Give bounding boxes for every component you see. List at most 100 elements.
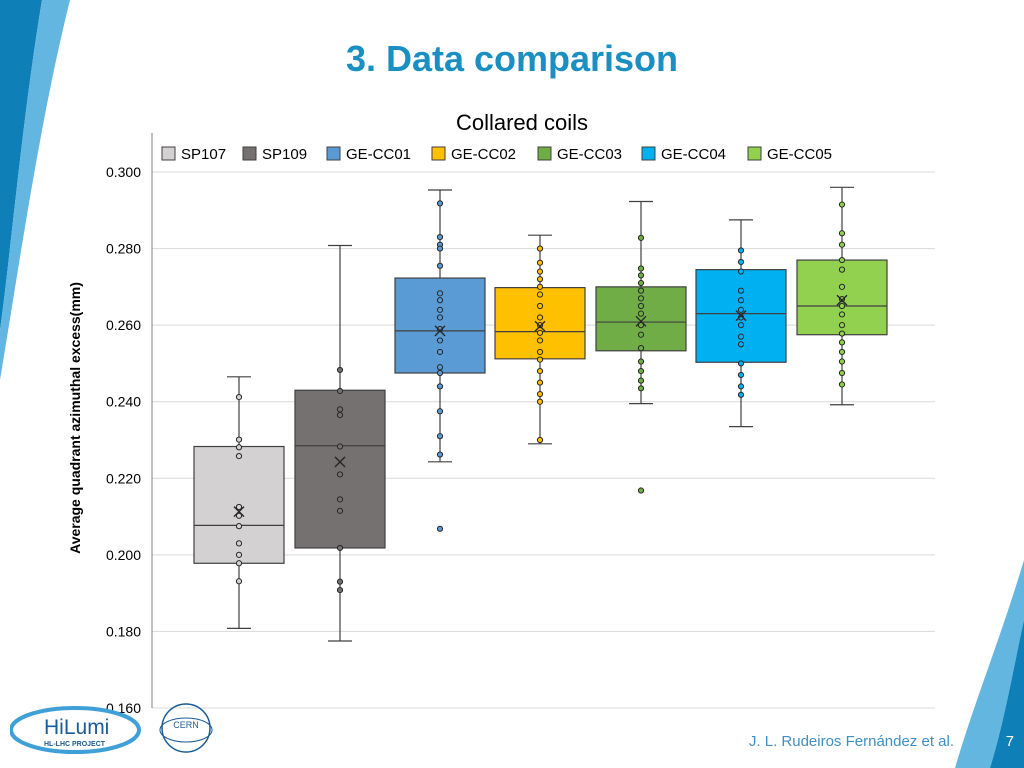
data-point — [235, 394, 243, 401]
data-point — [336, 544, 344, 552]
data-point — [235, 551, 243, 558]
mean-marker — [334, 456, 346, 468]
box-series-ge-cc02 — [494, 234, 586, 445]
legend-label: SP107 — [181, 146, 226, 163]
mean-marker — [836, 294, 848, 306]
data-point — [737, 322, 745, 329]
data-point — [637, 287, 645, 294]
data-point — [536, 314, 544, 321]
data-point — [436, 337, 444, 344]
data-point — [436, 364, 444, 371]
data-point — [637, 295, 645, 302]
chart-title: Collared coils — [456, 110, 588, 135]
data-point — [838, 256, 846, 264]
y-tick-label: 0.180 — [106, 623, 141, 639]
data-point — [737, 391, 745, 398]
right-stripe-light — [955, 560, 1024, 768]
mean-marker — [735, 310, 747, 322]
data-point — [536, 367, 544, 375]
data-point — [637, 302, 645, 310]
cern-logo: CERN — [159, 703, 213, 753]
cern-logo-orbit — [159, 717, 213, 743]
box-series-ge-cc04 — [695, 219, 787, 428]
data-point — [838, 330, 846, 337]
data-point — [838, 230, 846, 237]
data-point — [637, 345, 645, 352]
data-point — [536, 348, 544, 356]
data-point — [637, 279, 645, 287]
data-point — [637, 310, 645, 317]
data-point — [637, 322, 645, 329]
y-tick-label: 0.280 — [106, 241, 141, 257]
legend-swatch — [641, 146, 656, 161]
legend-label: GE-CC01 — [346, 146, 411, 163]
data-point — [536, 436, 544, 444]
data-point — [436, 245, 444, 252]
data-point — [436, 525, 444, 532]
data-point — [336, 471, 344, 478]
legend-swatch — [242, 146, 257, 161]
y-tick-label: 0.260 — [106, 317, 141, 333]
data-point — [436, 369, 444, 377]
data-point — [737, 287, 745, 294]
data-point — [838, 369, 846, 377]
data-point — [838, 266, 846, 273]
data-point — [637, 358, 645, 365]
data-point — [536, 276, 544, 283]
box-series-sp107 — [193, 376, 285, 629]
data-point — [235, 436, 243, 443]
legend-label: GE-CC04 — [661, 146, 726, 163]
data-point — [235, 512, 243, 519]
legend-swatch — [431, 146, 446, 161]
data-point — [737, 258, 745, 266]
mean-marker — [635, 315, 647, 327]
data-point — [838, 302, 846, 310]
data-point — [838, 296, 846, 303]
legend-swatch — [747, 146, 762, 161]
hilumi-logo: HiLumi HL-LHC PROJECT — [10, 706, 141, 754]
data-point — [737, 371, 745, 379]
data-point — [235, 444, 243, 451]
data-point — [536, 329, 544, 336]
legend-label: GE-CC05 — [767, 146, 832, 163]
data-point — [336, 507, 344, 514]
data-point — [235, 560, 243, 567]
data-point — [737, 297, 745, 304]
data-point — [637, 331, 645, 338]
mean-marker — [434, 325, 446, 337]
legend-label: SP109 — [262, 146, 307, 163]
data-point — [536, 302, 544, 310]
data-point — [536, 398, 544, 405]
cern-logo-ring — [161, 703, 211, 753]
data-point — [637, 487, 645, 494]
data-point — [838, 201, 846, 208]
data-point — [637, 367, 645, 375]
legend-label: GE-CC02 — [451, 146, 516, 163]
data-point — [336, 406, 344, 413]
data-point — [336, 586, 344, 594]
data-point — [838, 311, 846, 318]
data-point — [737, 268, 745, 275]
page-number: 7 — [1005, 733, 1014, 750]
data-point — [536, 356, 544, 363]
data-point — [336, 496, 344, 503]
data-point — [637, 265, 645, 272]
data-point — [838, 348, 846, 356]
data-point — [235, 452, 243, 460]
data-point — [336, 443, 344, 450]
data-point — [336, 578, 344, 585]
y-tick-label: 0.240 — [106, 394, 141, 410]
data-point — [737, 333, 745, 340]
data-point — [436, 314, 444, 321]
hilumi-logo-swoosh — [10, 706, 141, 754]
hilumi-logo-text: HiLumi — [44, 716, 109, 739]
data-point — [737, 306, 745, 313]
data-point — [436, 306, 444, 313]
data-point — [436, 383, 444, 390]
data-point — [436, 200, 444, 207]
data-point — [235, 540, 243, 547]
hilumi-logo-subtext: HL-LHC PROJECT — [44, 741, 106, 748]
